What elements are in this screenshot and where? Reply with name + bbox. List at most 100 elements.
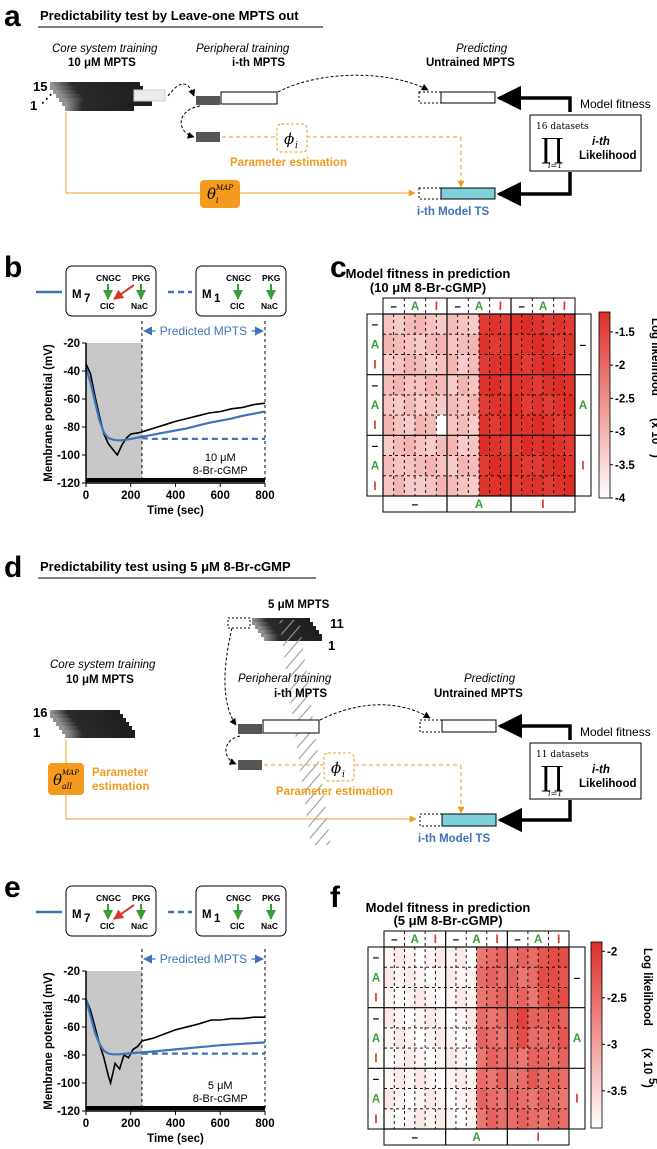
f-cell <box>548 1007 560 1029</box>
f-cell <box>425 987 436 1008</box>
f-cell <box>548 987 560 1008</box>
c-top-symbol: – <box>390 301 397 313</box>
f-cell <box>527 1027 539 1049</box>
c-cell <box>553 475 565 497</box>
c-cell <box>521 475 533 497</box>
c-left-symbol: A <box>371 400 379 412</box>
e-xtick-label: 400 <box>166 1118 185 1130</box>
f-cell <box>476 987 488 1008</box>
c-cell <box>383 475 394 497</box>
c-cell <box>564 374 576 396</box>
c-cell <box>425 475 437 497</box>
c-cell <box>489 334 501 355</box>
d-periph-sub: i-th MPTS <box>274 688 327 700</box>
f-cell <box>435 1007 446 1029</box>
c-cell <box>532 455 544 477</box>
f-cell <box>558 1108 570 1130</box>
c-cell <box>532 354 544 375</box>
f-cell <box>384 967 395 988</box>
f-cell <box>538 1048 549 1069</box>
f-cell <box>384 1048 395 1069</box>
f-bottom-symbol: – <box>412 1132 419 1144</box>
d-predict-title: Predicting <box>464 673 516 685</box>
c-cell <box>532 334 544 355</box>
c-cell <box>543 455 554 477</box>
c-cell <box>457 354 469 375</box>
e-model-m7-legend: M 7 CNGC PKG ClC NaC <box>36 885 157 937</box>
c-cell <box>489 374 501 396</box>
e-m1-cngc: CNGC <box>226 893 251 903</box>
e-ytick-label: -100 <box>57 1078 80 1090</box>
c-cell <box>553 354 565 375</box>
c-cell <box>404 435 416 456</box>
predict-target-box <box>440 91 496 104</box>
c-cell <box>468 374 480 396</box>
f-cell <box>497 1027 508 1049</box>
f-cell <box>466 967 477 988</box>
c-cell <box>447 475 458 497</box>
c-cell <box>404 374 416 396</box>
c-colorbar <box>598 311 611 499</box>
f-cell <box>497 1048 508 1069</box>
f-top-symbol: – <box>391 934 398 946</box>
f-cell <box>497 947 508 968</box>
e-x-label: Time (sec) <box>147 1133 204 1145</box>
f-cell <box>507 1007 518 1029</box>
c-cell <box>393 334 405 355</box>
stack5-top: 11 <box>330 616 344 631</box>
c-cell <box>564 435 576 456</box>
f-cell <box>558 1007 570 1029</box>
c-cell <box>436 334 448 355</box>
e-series-M7 <box>84 998 266 1056</box>
f-cell <box>435 1068 446 1089</box>
e-stimulus-bar <box>86 1106 265 1110</box>
f-cb-scale: (x 10 <box>641 1048 653 1074</box>
f-cell <box>476 1088 488 1110</box>
c-cell <box>543 334 554 355</box>
f-left-symbol: – <box>373 952 380 964</box>
d-theta-sup: MAP <box>61 769 79 777</box>
f-left-symbol: – <box>373 1013 380 1025</box>
f-top-symbol: A <box>411 934 419 946</box>
f-cb-close: ) <box>641 1084 653 1088</box>
line-chart-e: Predicted MPTS 5 μM8-Br-cGMP -20 -40 -60 -80 -… <box>43 949 275 1145</box>
f-left-symbol: A <box>372 1094 380 1106</box>
b-series-M7 <box>84 367 266 442</box>
f-cell <box>466 1048 477 1069</box>
c-cell <box>511 455 522 477</box>
d-stack-top: 16 <box>33 705 47 720</box>
f-cell <box>538 947 549 968</box>
d-predict-sub: Untrained MPTS <box>434 688 523 700</box>
c-cell <box>404 475 416 497</box>
f-cell <box>394 1108 405 1130</box>
c-cell <box>436 475 448 497</box>
f-cell <box>548 967 560 988</box>
f-cell <box>425 947 436 968</box>
c-left-symbol: I <box>373 420 376 432</box>
e-training-window <box>86 971 142 1111</box>
d-prod-index: i=1 <box>548 789 562 798</box>
c-cell <box>468 415 480 436</box>
f-cell <box>538 1068 549 1089</box>
c-cell <box>543 314 554 335</box>
f-cell <box>445 1027 457 1049</box>
c-cell <box>447 334 458 355</box>
f-bottom-symbol: A <box>472 1132 480 1144</box>
f-cell <box>404 1007 416 1029</box>
e-m7-cngc: CNGC <box>96 893 121 903</box>
f-cell <box>538 1027 549 1049</box>
e-ytick-label: -120 <box>57 1106 80 1118</box>
e-m7-pkg: PKG <box>132 893 151 903</box>
c-cell <box>553 374 565 396</box>
f-cell <box>404 987 416 1008</box>
b-ytick-label: -100 <box>57 450 80 462</box>
c-cell <box>543 394 554 416</box>
f-cell <box>538 987 549 1008</box>
d-stack-bottom: 1 <box>33 725 40 740</box>
c-cell <box>393 435 405 456</box>
f-cell <box>425 1007 436 1029</box>
e-ytick-label: -20 <box>63 966 80 978</box>
f-cell <box>455 947 467 968</box>
f-cell <box>476 1108 488 1130</box>
c-cell <box>383 394 394 416</box>
